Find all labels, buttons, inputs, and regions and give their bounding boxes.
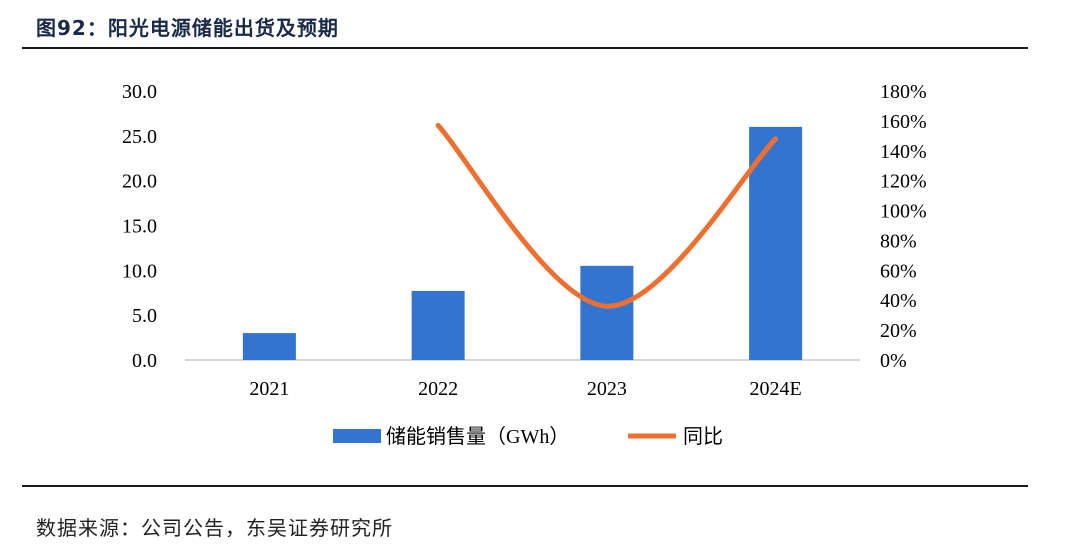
right-tick-label: 180% bbox=[880, 81, 927, 103]
source-note: 数据来源：公司公告，东吴证券研究所 bbox=[36, 516, 393, 540]
legend-line-label: 同比 bbox=[683, 425, 723, 448]
bar-2021 bbox=[242, 333, 296, 360]
left-tick-label: 20.0 bbox=[122, 171, 157, 193]
x-tick-label: 2023 bbox=[587, 378, 627, 400]
right-axis-ticks: 0% 20% 40% 60% 80% 100% 120% 140% 160% 180% bbox=[880, 81, 927, 372]
left-axis-ticks: 0.0 5.0 10.0 15.0 20.0 25.0 30.0 bbox=[122, 81, 157, 372]
bar-2023 bbox=[580, 265, 634, 360]
x-tick-label: 2022 bbox=[418, 378, 458, 400]
right-tick-label: 100% bbox=[880, 201, 927, 223]
left-tick-label: 30.0 bbox=[122, 81, 157, 103]
bar-series bbox=[242, 126, 803, 360]
x-tick-label: 2024E bbox=[750, 378, 802, 400]
left-tick-label: 15.0 bbox=[122, 216, 157, 238]
right-tick-label: 160% bbox=[880, 111, 927, 133]
right-tick-label: 0% bbox=[880, 350, 907, 372]
legend: 储能销售量（GWh） 同比 bbox=[333, 425, 723, 448]
right-tick-label: 120% bbox=[880, 171, 927, 193]
legend-bar-label: 储能销售量（GWh） bbox=[386, 425, 569, 448]
chart: 0.0 5.0 10.0 15.0 20.0 25.0 30.0 0% 20% 40% 60% 80… bbox=[122, 81, 927, 448]
x-tick-label: 2021 bbox=[249, 378, 289, 400]
figure-title: 图92：阳光电源储能出货及预期 bbox=[36, 16, 339, 40]
left-tick-label: 5.0 bbox=[132, 305, 157, 327]
left-tick-label: 10.0 bbox=[122, 260, 157, 282]
legend-bar-swatch bbox=[333, 429, 381, 443]
yoy-line bbox=[435, 122, 779, 309]
right-tick-label: 80% bbox=[880, 230, 917, 252]
bar-2022 bbox=[411, 290, 465, 360]
x-axis-labels: 2021 2022 2023 2024E bbox=[249, 378, 801, 400]
bar-2024E bbox=[749, 126, 803, 360]
right-tick-label: 20% bbox=[880, 320, 917, 342]
right-tick-label: 40% bbox=[880, 290, 917, 312]
left-tick-label: 25.0 bbox=[122, 126, 157, 148]
left-tick-label: 0.0 bbox=[132, 350, 157, 372]
right-tick-label: 140% bbox=[880, 141, 927, 163]
bottom-rule bbox=[22, 485, 1028, 487]
top-rule bbox=[22, 47, 1028, 49]
right-tick-label: 60% bbox=[880, 260, 917, 282]
